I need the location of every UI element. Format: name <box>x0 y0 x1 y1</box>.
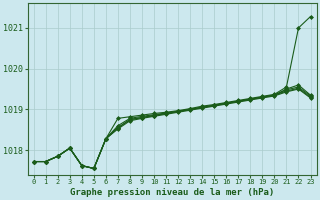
X-axis label: Graphe pression niveau de la mer (hPa): Graphe pression niveau de la mer (hPa) <box>70 188 274 197</box>
